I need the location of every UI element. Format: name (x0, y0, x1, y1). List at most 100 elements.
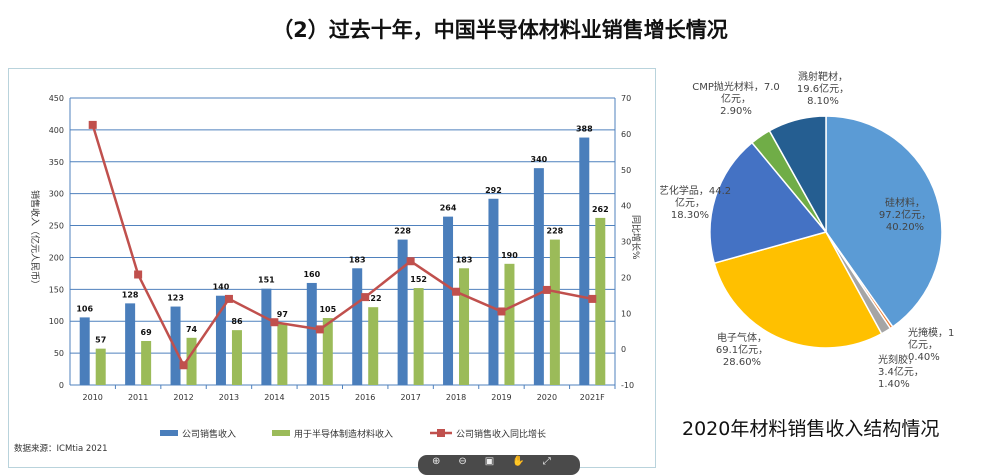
x-tick-label: 2017 (400, 393, 420, 402)
y2-tick-label: 40 (621, 202, 631, 211)
y2-tick-label: 30 (621, 238, 631, 247)
page-title: （2）过去十年，中国半导体材料业销售增长情况 (272, 18, 728, 42)
expand-icon[interactable]: ⤢ (542, 456, 551, 467)
data-label: 152 (410, 275, 427, 284)
bar-sales (533, 168, 544, 385)
data-label: 69 (141, 328, 153, 337)
bar-materials (595, 217, 606, 385)
data-label: 228 (547, 227, 564, 236)
y2-tick-label: 20 (621, 273, 631, 282)
slice-label: 电子气体， 69.1亿元， 28.60% (716, 331, 768, 368)
data-label: 228 (394, 227, 411, 236)
pie-slice (825, 115, 943, 328)
pie-slice (768, 115, 827, 235)
bar-materials (549, 239, 560, 385)
data-label: 262 (592, 205, 609, 214)
bar-materials (504, 263, 515, 385)
growth-marker (452, 287, 461, 296)
slice-label: 溅射靶材， 19.6亿元， 8.10% (797, 70, 849, 107)
bar-sales (261, 288, 272, 385)
y2-tick-label: 10 (621, 309, 631, 318)
bar-sales (488, 198, 499, 385)
bar-materials (95, 348, 106, 385)
data-label: 340 (531, 155, 548, 164)
growth-line (91, 124, 593, 368)
y2-tick-label: 60 (621, 130, 631, 139)
bar-sales (397, 239, 408, 385)
bar-materials (322, 318, 333, 385)
legend-swatch (272, 430, 290, 436)
slice-label: 光刻胶， 3.4亿元， 1.40% (878, 353, 924, 390)
growth-marker (497, 307, 506, 316)
growth-marker (406, 257, 415, 266)
x-tick-label: 2013 (219, 393, 239, 402)
data-label: 86 (231, 317, 243, 326)
data-label: 190 (501, 251, 518, 260)
y-axis-title: 销售收入（亿元人民币） (29, 190, 41, 289)
bar-materials (459, 268, 470, 385)
bar-materials (186, 337, 197, 385)
slice-label: 工艺化学品，44.2亿元，18.30% (660, 184, 731, 221)
bar-sales (352, 268, 363, 385)
zoom-in-icon[interactable]: ⊕ (432, 456, 441, 467)
bar-sales (170, 306, 181, 385)
data-label: 183 (349, 255, 366, 264)
growth-marker (361, 293, 370, 302)
bar-materials (277, 323, 288, 385)
pie-chart: 硅材料， 97.2亿元， 40.20% 光掩模，1 亿元， 0.40%光刻胶， 3.4亿元，… (660, 70, 954, 390)
legend-swatch (160, 430, 178, 436)
bar-materials (231, 330, 242, 385)
x-tick-label: 2019 (491, 393, 511, 402)
fit-icon[interactable]: ▣ (484, 456, 495, 467)
x-tick-label: 2014 (264, 393, 284, 402)
x-tick-label: 2021F (580, 393, 605, 402)
y-tick-label: 0 (59, 381, 64, 390)
source-note: 数据来源：ICMtia 2021 (14, 443, 108, 454)
x-tick-label: 2016 (355, 393, 375, 402)
data-label: 105 (319, 305, 336, 314)
x-tick-label: 2018 (446, 393, 466, 402)
data-label: 57 (95, 336, 106, 345)
x-tick-label: 2012 (173, 393, 193, 402)
x-tick-label: 2010 (83, 393, 103, 402)
growth-marker (134, 270, 143, 279)
bar-line-chart: 0 50 100 150 200 250 300 350 400 450 -10 0 10 20 30 40 5… (14, 94, 642, 454)
y2-axis-title: 同比增长% (630, 215, 642, 260)
y-tick-label: 200 (49, 253, 64, 262)
hand-icon[interactable]: ✋ (512, 456, 525, 467)
y2-tick-label: 0 (621, 345, 626, 354)
y2-tick-label: 50 (621, 166, 631, 175)
y-tick-label: 100 (49, 317, 64, 326)
growth-marker (588, 294, 597, 303)
y-tick-label: 250 (49, 222, 64, 231)
data-label: 128 (122, 290, 139, 299)
legend-label: 公司销售收入 (182, 428, 236, 440)
bar-materials (368, 307, 379, 385)
pie-slice (713, 231, 883, 349)
y2-tick-label: 70 (621, 94, 631, 103)
data-label: 151 (258, 276, 275, 285)
x-tick-label: 2011 (128, 393, 148, 402)
x-tick-label: 2020 (537, 393, 557, 402)
data-label: 123 (167, 294, 184, 303)
y-tick-label: 50 (54, 349, 64, 358)
legend-label: 用于半导体制造材料收入 (294, 428, 393, 440)
y2-tick-label: -10 (621, 381, 634, 390)
growth-marker (224, 294, 233, 303)
slice-label: 光掩模，1 亿元， 0.40% (908, 326, 954, 363)
zoom-out-icon[interactable]: ⊖ (458, 456, 467, 467)
growth-marker (542, 285, 551, 294)
y-tick-label: 400 (49, 126, 64, 135)
bar-sales (215, 295, 226, 385)
data-label: 97 (277, 310, 288, 319)
bar-sales (579, 137, 590, 385)
growth-marker (270, 318, 279, 327)
bar-sales (125, 303, 136, 385)
x-tick-label: 2015 (310, 393, 330, 402)
legend-marker (437, 429, 445, 437)
bar-materials (413, 288, 424, 385)
data-label: 292 (485, 186, 502, 195)
y-tick-label: 450 (49, 94, 64, 103)
bar-sales (79, 317, 90, 385)
bar-materials (141, 340, 152, 385)
